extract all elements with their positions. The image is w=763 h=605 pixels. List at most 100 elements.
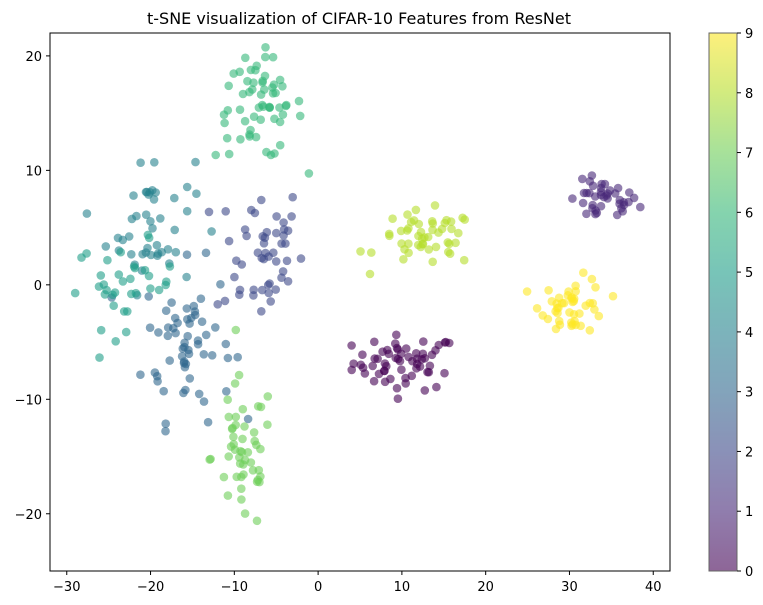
data-point-class-9 [587, 274, 597, 284]
data-point-class-6 [294, 96, 304, 106]
data-point-class-2 [224, 236, 234, 246]
data-point-class-7 [224, 452, 233, 461]
data-point-class-7 [240, 422, 249, 431]
data-point-class-9 [585, 326, 595, 335]
data-point-class-0 [432, 382, 441, 392]
data-point-class-3 [150, 368, 160, 377]
data-point-class-8 [451, 238, 460, 248]
data-point-class-3 [161, 426, 170, 436]
colorbar-tick-label: 0 [745, 565, 753, 580]
data-point-class-9 [567, 318, 576, 327]
data-point-class-5 [95, 353, 104, 362]
data-point-class-2 [266, 297, 276, 306]
data-point-class-0 [370, 337, 379, 347]
data-point-class-0 [423, 367, 432, 377]
data-point-class-6 [224, 149, 234, 159]
data-point-class-5 [100, 290, 110, 299]
data-point-class-4 [132, 211, 141, 221]
data-point-class-2 [258, 232, 268, 241]
data-point-class-0 [440, 368, 449, 378]
data-point-class-1 [568, 194, 577, 203]
data-point-class-6 [278, 82, 287, 91]
data-point-class-2 [253, 248, 263, 257]
data-point-class-4 [207, 227, 216, 236]
data-point-class-0 [427, 350, 437, 360]
colorbar-ticks: 0 1 2 3 4 5 6 7 8 9 [737, 27, 753, 580]
data-point-class-9 [608, 291, 618, 301]
data-point-class-1 [613, 183, 623, 193]
data-point-class-9 [547, 297, 557, 306]
data-point-class-7 [249, 428, 259, 437]
y-tick-label: 20 [25, 50, 42, 65]
data-point-class-7 [255, 477, 264, 487]
data-point-class-6 [254, 103, 264, 112]
data-point-class-5 [96, 325, 106, 335]
data-point-class-1 [615, 195, 625, 205]
data-point-class-9 [551, 307, 560, 316]
data-point-class-5 [144, 271, 154, 281]
colorbar-tick-label: 8 [745, 87, 753, 102]
data-point-class-0 [411, 349, 421, 358]
data-point-class-7 [235, 459, 245, 468]
data-point-class-2 [287, 212, 296, 221]
data-point-class-5 [127, 289, 136, 299]
data-point-class-7 [228, 423, 237, 433]
data-point-class-4 [156, 214, 165, 223]
data-point-class-8 [399, 254, 408, 264]
data-point-class-8 [431, 242, 441, 252]
data-point-class-3 [165, 356, 174, 365]
data-point-class-2 [272, 228, 281, 238]
data-point-class-3 [182, 250, 192, 259]
data-point-class-6 [275, 140, 285, 150]
data-point-class-7 [252, 516, 262, 526]
data-point-class-4 [136, 158, 145, 167]
data-point-class-7 [239, 470, 248, 479]
data-point-class-5 [154, 285, 164, 295]
data-point-class-2 [235, 290, 244, 300]
data-point-class-2 [250, 208, 260, 218]
data-point-class-1 [605, 186, 615, 195]
data-point-class-3 [180, 338, 189, 348]
data-point-class-4 [170, 225, 179, 235]
data-point-class-6 [265, 103, 274, 112]
data-point-class-5 [77, 253, 86, 262]
data-point-class-6 [271, 88, 280, 98]
data-point-class-9 [594, 311, 604, 321]
data-point-class-2 [259, 239, 269, 248]
data-point-class-8 [403, 210, 412, 219]
data-point-class-3 [199, 397, 209, 406]
data-point-class-2 [242, 231, 251, 241]
data-point-class-1 [585, 177, 595, 186]
data-point-class-0 [369, 376, 379, 386]
data-point-class-4 [101, 242, 111, 251]
data-point-class-6 [282, 100, 291, 110]
data-point-class-5 [126, 274, 135, 284]
colorbar-tick-label: 5 [745, 266, 753, 281]
data-point-class-5 [103, 255, 112, 265]
data-point-class-7 [240, 509, 250, 518]
data-point-class-2 [279, 218, 288, 227]
data-point-class-3 [199, 350, 209, 359]
data-point-class-8 [388, 214, 397, 223]
data-point-class-8 [442, 215, 451, 225]
data-point-class-1 [592, 208, 602, 218]
data-point-class-3 [136, 370, 145, 380]
data-point-class-2 [288, 192, 298, 202]
colorbar-tick-label: 2 [745, 445, 753, 460]
data-point-class-6 [241, 53, 250, 63]
data-point-class-4 [146, 217, 155, 226]
data-point-class-0 [420, 354, 430, 363]
data-point-class-7 [251, 440, 261, 450]
data-point-class-3 [193, 339, 203, 349]
data-point-class-0 [391, 353, 401, 363]
data-point-class-2 [249, 285, 258, 295]
data-point-class-6 [248, 85, 257, 94]
data-point-class-5 [94, 282, 104, 291]
data-point-class-2 [204, 207, 214, 217]
data-point-class-3 [170, 313, 180, 323]
y-tick-label: −10 [15, 393, 42, 408]
data-point-class-4 [113, 233, 123, 243]
data-point-class-3 [223, 353, 233, 363]
data-point-class-4 [171, 247, 181, 257]
data-point-class-6 [211, 150, 220, 160]
